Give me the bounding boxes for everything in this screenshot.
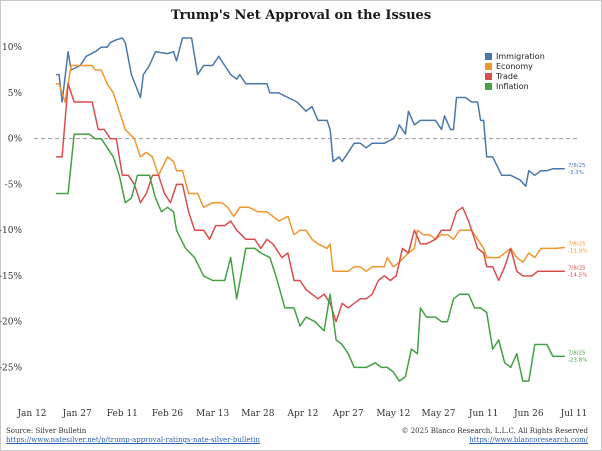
end-date-label: 7/8/25	[568, 163, 586, 169]
legend-label-immigration: Immigration	[496, 52, 545, 61]
x-tick-label: May 27	[421, 409, 455, 419]
x-tick-label: Mar 13	[196, 409, 229, 419]
legend-label-trade: Trade	[495, 72, 518, 81]
end-date-label: 7/8/25	[568, 350, 586, 356]
end-value-label: -3.3%	[568, 170, 584, 176]
x-tick-label: Mar 28	[241, 409, 274, 419]
y-tick-label: -10%	[0, 226, 22, 236]
y-tick-label: 0%	[8, 135, 23, 145]
source-note: Source: Silver Bulletin https://www.nate…	[6, 427, 260, 445]
copyright-note: © 2025 Blanco Research, L.L.C. All Right…	[402, 427, 589, 445]
copyright-text: © 2025 Blanco Research, L.L.C. All Right…	[401, 427, 589, 435]
source-label: Source: Silver Bulletin	[6, 427, 87, 435]
x-tick-label: May 12	[376, 409, 410, 419]
end-date-label: 7/8/25	[568, 265, 586, 271]
legend-label-economy: Economy	[496, 62, 533, 71]
x-tick-label: Jun 26	[513, 409, 544, 419]
x-tick-label: Jun 11	[468, 409, 499, 419]
series-line-economy	[56, 64, 565, 273]
y-tick-label: -5%	[5, 180, 23, 190]
legend-label-inflation: Inflation	[496, 82, 529, 91]
chart-title: Trump's Net Approval on the Issues	[170, 8, 432, 23]
end-date-label: 7/8/25	[568, 242, 586, 248]
series-line-trade	[56, 83, 565, 323]
legend-swatch-trade	[485, 73, 492, 80]
y-tick-label: -25%	[0, 363, 22, 373]
legend-swatch-inflation	[485, 83, 492, 90]
y-tick-label: 10%	[2, 43, 22, 53]
x-tick-label: Jul 11	[560, 409, 588, 419]
y-tick-label: 5%	[8, 89, 23, 99]
end-value-label: -23.8%	[568, 357, 587, 363]
site-link[interactable]: https://www.blancoresearch.com/	[469, 436, 588, 444]
x-tick-label: Feb 11	[107, 409, 138, 419]
legend-swatch-economy	[485, 63, 492, 70]
x-tick-label: Apr 27	[332, 409, 364, 419]
source-link[interactable]: https://www.natesilver.net/p/trump-appro…	[6, 436, 261, 444]
end-value-label: -14.5%	[568, 272, 587, 278]
end-value-label: -11.9%	[568, 249, 587, 255]
x-tick-label: Apr 12	[287, 409, 319, 419]
x-tick-label: Jan 12	[16, 409, 46, 419]
series-line-inflation	[56, 133, 565, 382]
x-tick-label: Jan 27	[62, 409, 92, 419]
y-tick-label: -20%	[0, 318, 22, 328]
x-tick-label: Feb 26	[152, 409, 183, 419]
y-tick-label: -15%	[0, 272, 22, 282]
series-line-immigration	[56, 37, 565, 187]
legend-swatch-immigration	[485, 53, 492, 60]
